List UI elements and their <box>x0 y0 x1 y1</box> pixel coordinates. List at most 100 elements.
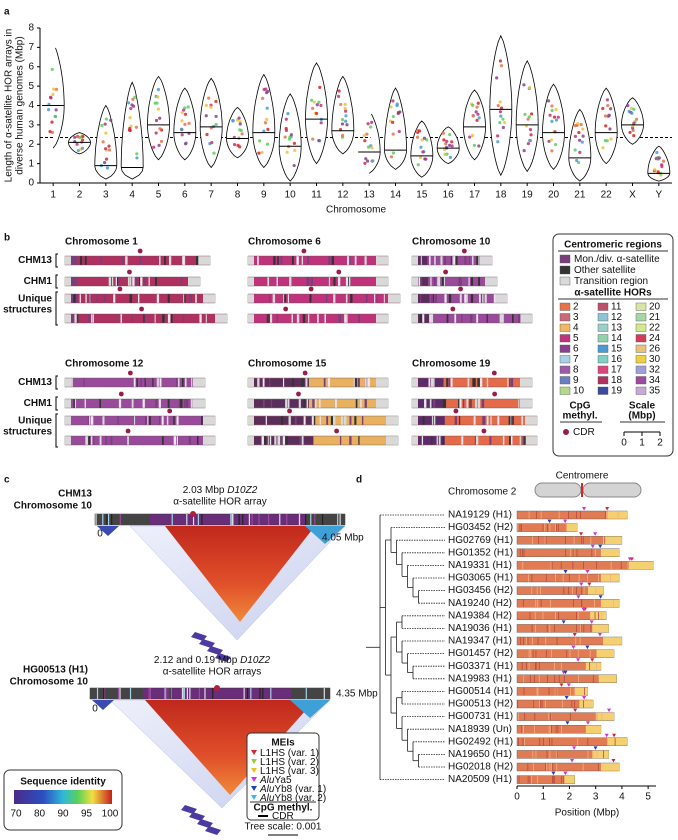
color-scale <box>14 790 112 804</box>
sample-dot <box>337 89 341 93</box>
legend-label: 19 <box>611 386 623 397</box>
sample-dot <box>101 140 105 144</box>
sample-dot <box>423 157 427 161</box>
bar-texture <box>555 612 557 620</box>
bar-texture <box>573 536 575 544</box>
array-bar-end <box>525 416 537 425</box>
array-bar-end <box>248 416 254 425</box>
array-stripe <box>106 514 108 525</box>
array-stripe <box>288 416 291 425</box>
sample-dot <box>54 87 59 91</box>
bar-texture <box>549 738 550 746</box>
bar-texture <box>528 649 530 658</box>
sample-dot <box>546 99 551 103</box>
sample-dot <box>183 142 188 146</box>
bar-texture <box>544 700 546 708</box>
sample-dot <box>180 119 184 123</box>
array-stripe <box>248 514 251 525</box>
sample-dot <box>475 118 479 122</box>
array-stripe <box>459 294 462 303</box>
array-stripe <box>266 314 268 323</box>
sample-dot <box>181 108 186 112</box>
mei-marker <box>585 570 590 574</box>
array-stripe <box>358 436 360 445</box>
mei-marker <box>598 544 603 549</box>
legend-title: Sequence identity <box>20 777 106 788</box>
bar <box>516 674 617 683</box>
array-stripe <box>461 314 463 323</box>
bar-texture <box>542 738 544 746</box>
array-stripe <box>176 416 179 425</box>
y-tick-label: 2 <box>28 139 34 150</box>
bar-texture <box>595 712 597 721</box>
sample-dot <box>293 148 297 152</box>
array-stripe <box>476 314 479 323</box>
legend-title: α-satellite HORs <box>574 288 652 299</box>
array-stripe <box>136 378 138 387</box>
sample-dot <box>495 76 499 80</box>
array-stripe <box>103 688 105 699</box>
array-stripe <box>462 399 465 408</box>
bar-texture <box>552 775 553 784</box>
sample-dot <box>264 87 268 91</box>
bar-texture <box>566 649 568 658</box>
array-stripe <box>129 294 133 303</box>
array-bar-end <box>376 314 388 323</box>
array-stripe <box>507 378 509 387</box>
bar-texture <box>574 700 576 708</box>
legend-swatch <box>635 365 647 374</box>
mei-marker <box>559 683 564 687</box>
legend-swatch <box>597 386 609 395</box>
mei-marker <box>251 750 257 755</box>
array-stripe <box>92 314 94 323</box>
array-stripe <box>90 294 92 303</box>
sample-dot <box>552 115 557 119</box>
bar-texture <box>545 763 546 771</box>
array-bar-end <box>248 378 254 387</box>
sample-dot <box>476 112 480 116</box>
sample-dot <box>370 159 374 163</box>
legend-title: CpG <box>569 401 590 412</box>
array-stripe <box>117 688 120 699</box>
sample-dot <box>260 150 264 155</box>
array-bar-part <box>254 399 309 408</box>
bar-texture <box>535 649 537 658</box>
bar-texture <box>594 612 596 620</box>
bar-texture <box>565 536 566 544</box>
bar-texture <box>537 775 538 784</box>
array-bar-end <box>412 436 418 445</box>
array-stripe <box>231 514 233 525</box>
chromosome-title: Chromosome 1 <box>65 237 138 248</box>
sample-label: HG01352 (H1) <box>448 547 513 558</box>
row-label: CHM13 <box>18 255 52 266</box>
bar-texture <box>529 612 531 620</box>
bar-texture <box>596 712 615 721</box>
sample-dot <box>80 146 85 150</box>
array-stripe <box>339 514 341 525</box>
sample-dot <box>391 99 395 103</box>
array-stripe <box>321 514 324 525</box>
bar-texture <box>524 738 525 746</box>
bar-texture <box>575 637 577 645</box>
sample-dot <box>130 103 134 107</box>
violin <box>384 87 407 170</box>
sample-dot <box>179 127 184 131</box>
mei-marker <box>585 645 590 650</box>
bar-texture <box>551 561 553 570</box>
sample-dot <box>231 119 235 123</box>
array-stripe <box>422 314 425 323</box>
legend-swatch <box>635 344 647 353</box>
array-stripe <box>419 314 422 323</box>
sample-dot <box>339 102 343 107</box>
bar-texture <box>562 574 564 582</box>
sample-dot <box>529 112 534 116</box>
bar-texture <box>594 599 595 607</box>
sample-dot <box>528 138 532 143</box>
array-stripe <box>446 314 449 323</box>
bar-texture <box>587 750 589 759</box>
array-stripe <box>148 688 150 699</box>
bar-texture <box>544 536 546 544</box>
bar-texture <box>587 574 588 582</box>
bar-texture <box>549 523 551 532</box>
array-stripe <box>280 416 284 425</box>
